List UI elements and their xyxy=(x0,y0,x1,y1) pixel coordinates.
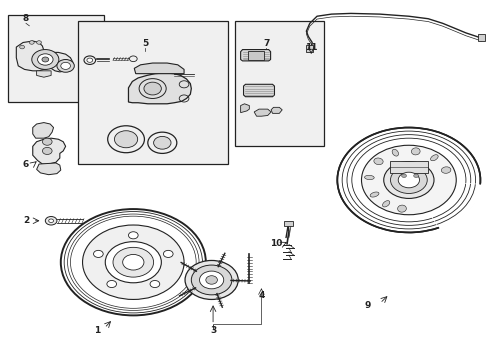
Text: 6: 6 xyxy=(23,159,29,168)
Ellipse shape xyxy=(391,149,398,156)
Circle shape xyxy=(20,45,24,49)
Circle shape xyxy=(401,174,406,177)
Circle shape xyxy=(191,265,231,295)
Circle shape xyxy=(113,247,153,277)
Circle shape xyxy=(93,250,103,257)
Circle shape xyxy=(205,276,217,284)
Bar xyxy=(78,21,227,164)
Circle shape xyxy=(42,138,52,145)
Circle shape xyxy=(105,242,161,283)
Circle shape xyxy=(29,41,34,44)
Polygon shape xyxy=(16,41,73,72)
Polygon shape xyxy=(243,84,274,97)
Ellipse shape xyxy=(373,158,383,165)
Ellipse shape xyxy=(410,148,419,155)
Ellipse shape xyxy=(441,167,450,173)
Circle shape xyxy=(82,225,183,300)
Circle shape xyxy=(150,280,160,288)
Circle shape xyxy=(361,145,455,215)
Ellipse shape xyxy=(429,155,437,161)
Text: 8: 8 xyxy=(23,14,29,23)
Bar xyxy=(306,45,312,52)
Polygon shape xyxy=(240,104,249,113)
Text: 3: 3 xyxy=(209,326,216,335)
Circle shape xyxy=(143,82,161,95)
Circle shape xyxy=(42,57,49,62)
Circle shape xyxy=(397,172,419,188)
Text: 7: 7 xyxy=(263,39,269,48)
Circle shape xyxy=(38,54,53,65)
Circle shape xyxy=(42,147,52,154)
Polygon shape xyxy=(240,50,270,61)
Circle shape xyxy=(122,255,143,270)
Circle shape xyxy=(184,260,238,300)
Polygon shape xyxy=(128,73,191,104)
Text: 1: 1 xyxy=(94,326,100,335)
Ellipse shape xyxy=(364,175,373,180)
Text: 2: 2 xyxy=(23,216,29,225)
Polygon shape xyxy=(248,51,264,60)
Polygon shape xyxy=(33,138,65,164)
Polygon shape xyxy=(389,161,427,173)
Circle shape xyxy=(49,219,53,222)
Polygon shape xyxy=(33,123,53,138)
Polygon shape xyxy=(270,107,282,113)
Wedge shape xyxy=(408,180,481,229)
Circle shape xyxy=(114,131,138,148)
Circle shape xyxy=(413,174,418,177)
Circle shape xyxy=(383,162,433,198)
Polygon shape xyxy=(37,71,51,77)
Bar xyxy=(477,34,484,41)
Text: 5: 5 xyxy=(142,39,148,48)
Bar xyxy=(284,221,292,226)
Circle shape xyxy=(128,232,138,239)
Bar xyxy=(234,21,324,146)
Circle shape xyxy=(390,167,427,193)
Circle shape xyxy=(61,62,70,69)
Text: 9: 9 xyxy=(364,301,370,310)
Circle shape xyxy=(87,58,93,62)
Circle shape xyxy=(37,41,41,44)
Circle shape xyxy=(199,271,223,289)
Circle shape xyxy=(32,50,59,69)
Polygon shape xyxy=(254,109,270,116)
Ellipse shape xyxy=(369,192,378,197)
Polygon shape xyxy=(37,163,61,175)
Polygon shape xyxy=(134,63,183,74)
Text: 10: 10 xyxy=(269,239,282,248)
Circle shape xyxy=(153,136,171,149)
Bar xyxy=(8,15,104,102)
Circle shape xyxy=(57,59,74,72)
Circle shape xyxy=(107,280,116,288)
Ellipse shape xyxy=(397,205,406,212)
Circle shape xyxy=(163,250,173,257)
Text: 11: 11 xyxy=(305,42,317,51)
Circle shape xyxy=(45,216,57,225)
Text: 4: 4 xyxy=(258,291,264,300)
Ellipse shape xyxy=(382,201,389,207)
